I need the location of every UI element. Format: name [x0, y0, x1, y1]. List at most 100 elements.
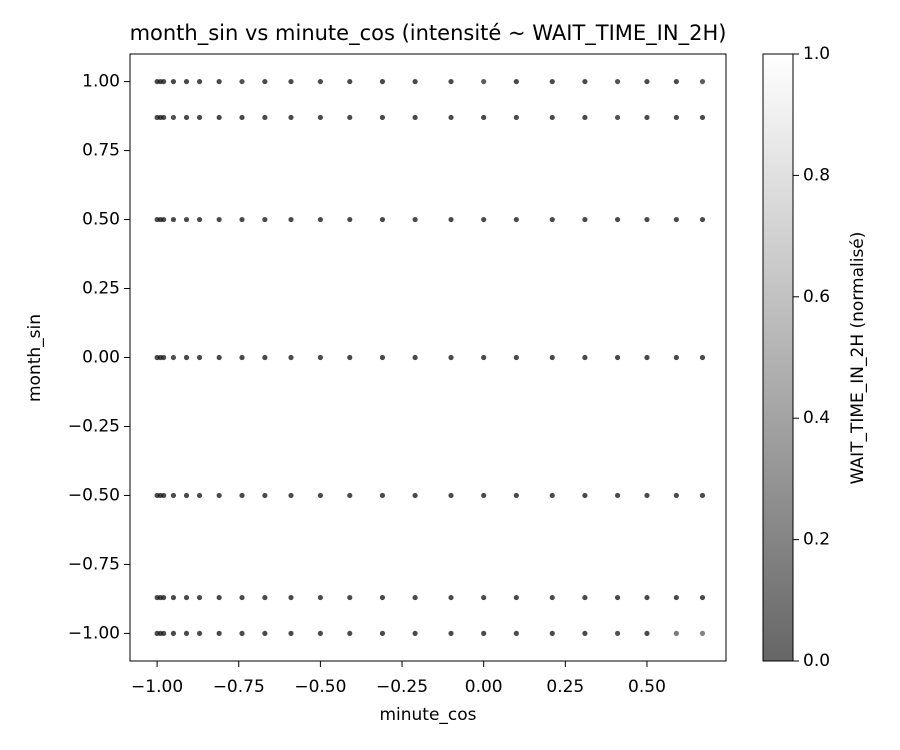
scatter-point — [170, 114, 177, 121]
scatter-point — [481, 216, 487, 223]
scatter-point — [448, 78, 454, 85]
scatter-point — [170, 630, 177, 637]
x-tick-label: 0.00 — [465, 677, 503, 697]
y-tick-label: 0.00 — [82, 348, 120, 368]
scatter-point — [317, 630, 323, 637]
scatter-point — [170, 354, 177, 361]
scatter-point — [673, 594, 679, 601]
y-axis-label: month_sin — [25, 314, 45, 402]
scatter-point — [673, 216, 679, 223]
colorbar-tick-label: 0.0 — [803, 651, 830, 671]
scatter-point — [582, 216, 588, 223]
scatter-point — [216, 630, 222, 637]
scatter-point — [239, 492, 245, 499]
scatter-point — [183, 492, 190, 499]
scatter-point — [196, 630, 203, 637]
scatter-point — [644, 78, 650, 85]
scatter-point — [481, 594, 487, 601]
scatter-point — [161, 492, 167, 499]
scatter-point — [288, 354, 294, 361]
y-tick-label: −0.75 — [68, 554, 120, 574]
scatter-point — [161, 594, 167, 601]
scatter-point — [673, 78, 679, 85]
scatter-point — [549, 216, 555, 223]
scatter-point — [262, 216, 268, 223]
scatter-point — [513, 594, 519, 601]
scatter-point — [239, 354, 245, 361]
scatter-point — [699, 114, 706, 121]
scatter-point — [347, 492, 353, 499]
scatter-point — [513, 78, 519, 85]
scatter-point — [196, 354, 203, 361]
scatter-point — [582, 354, 588, 361]
scatter-point — [239, 630, 245, 637]
x-tick-label: 0.50 — [628, 677, 666, 697]
scatter-point — [262, 354, 268, 361]
scatter-point — [412, 114, 418, 121]
scatter-point — [183, 216, 190, 223]
scatter-point — [317, 216, 323, 223]
scatter-point — [448, 216, 454, 223]
scatter-point — [582, 78, 588, 85]
scatter-point — [196, 594, 203, 601]
scatter-point — [549, 78, 555, 85]
scatter-point — [614, 216, 621, 223]
scatter-point — [379, 630, 386, 637]
scatter-point — [699, 492, 706, 499]
scatter-point — [412, 492, 418, 499]
scatter-point — [379, 354, 386, 361]
scatter-point — [262, 78, 268, 85]
scatter-point — [161, 78, 167, 85]
scatter-point — [239, 594, 245, 601]
y-tick-label: 0.50 — [82, 210, 120, 230]
x-tick-label: −1.00 — [131, 677, 183, 697]
scatter-point — [513, 216, 519, 223]
scatter-point — [448, 492, 454, 499]
scatter-point — [644, 216, 650, 223]
y-tick-label: 0.25 — [82, 279, 120, 299]
y-tick-label: −0.25 — [68, 416, 120, 436]
scatter-point — [412, 630, 418, 637]
scatter-point — [699, 216, 706, 223]
x-tick-label: −0.75 — [213, 677, 265, 697]
scatter-point — [317, 354, 323, 361]
scatter-point — [170, 216, 177, 223]
scatter-point — [644, 594, 650, 601]
scatter-point — [183, 354, 190, 361]
scatter-point — [481, 492, 487, 499]
scatter-point — [379, 78, 386, 85]
scatter-point — [196, 216, 203, 223]
scatter-point — [347, 594, 353, 601]
scatter-point — [288, 594, 294, 601]
scatter-point — [288, 216, 294, 223]
x-tick-label: −0.50 — [294, 677, 346, 697]
scatter-point — [582, 594, 588, 601]
scatter-point — [196, 78, 203, 85]
scatter-point — [183, 630, 190, 637]
scatter-point — [262, 492, 268, 499]
colorbar-tick-label: 0.6 — [803, 287, 830, 307]
scatter-point — [614, 114, 621, 121]
scatter-point — [549, 114, 555, 121]
scatter-point — [216, 492, 222, 499]
scatter-point — [644, 492, 650, 499]
scatter-point — [317, 594, 323, 601]
scatter-point — [317, 492, 323, 499]
scatter-point — [239, 114, 245, 121]
scatter-point — [288, 114, 294, 121]
scatter-point — [161, 216, 167, 223]
scatter-point — [379, 492, 386, 499]
scatter-point — [161, 354, 167, 361]
scatter-point — [183, 594, 190, 601]
scatter-point — [513, 630, 519, 637]
scatter-point — [673, 114, 679, 121]
scatter-point — [347, 216, 353, 223]
scatter-point — [170, 492, 177, 499]
scatter-point — [161, 114, 167, 121]
scatter-point — [288, 78, 294, 85]
scatter-point — [216, 78, 222, 85]
scatter-point — [448, 630, 454, 637]
scatter-point — [347, 78, 353, 85]
scatter-point — [161, 630, 167, 637]
